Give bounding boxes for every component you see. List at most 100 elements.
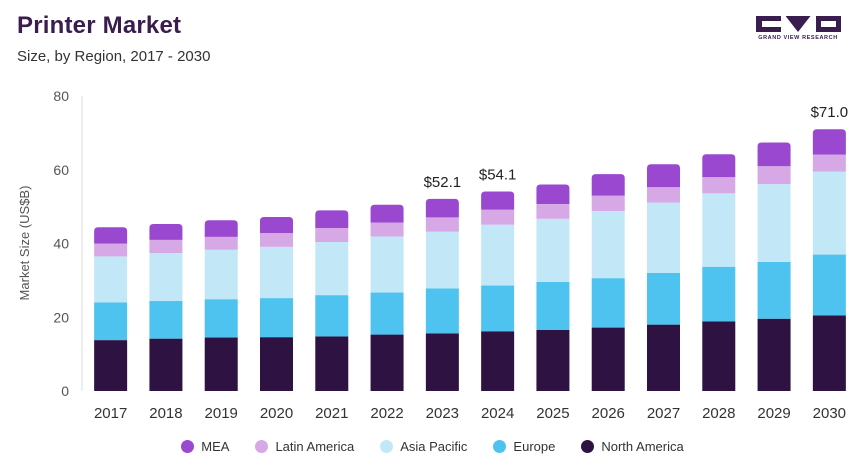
bar-segment-north-america [149, 338, 183, 391]
legend-item-mea: MEA [181, 439, 229, 454]
legend-swatch [380, 440, 394, 453]
bar-stack-2026 [591, 174, 625, 391]
bar-segment-north-america [536, 329, 570, 391]
chart-subtitle: Size, by Region, 2017 - 2030 [17, 48, 211, 65]
bar-segment-asia-pacific [370, 236, 404, 293]
bar-segment-latin-america [370, 222, 404, 237]
logo-mark [753, 16, 843, 32]
bar-segment-latin-america [536, 204, 570, 219]
legend-item-europe: Europe [493, 439, 555, 454]
y-tick-label: 60 [53, 162, 69, 178]
bar-segment-asia-pacific [536, 218, 570, 282]
legend-swatch [581, 440, 595, 453]
total-label: $71.0 [811, 104, 849, 121]
bar-segment-asia-pacific [647, 202, 680, 273]
bar-segment-latin-america [812, 154, 846, 172]
bar-segment-europe [647, 273, 680, 325]
bar-segment-europe [536, 281, 570, 330]
bar-segment-asia-pacific [94, 256, 128, 303]
bar-segment-europe [149, 301, 183, 339]
bar-segment-europe [591, 278, 625, 328]
bar-segment-asia-pacific [149, 253, 183, 302]
bar-segment-europe [315, 295, 349, 337]
bar-segment-north-america [425, 333, 459, 391]
bar-stack-2018 [149, 223, 183, 391]
bar-segment-latin-america [204, 236, 238, 250]
bar-segment-mea [425, 198, 459, 218]
bar-stack-2020 [260, 216, 293, 391]
bar-stack-2024 [481, 191, 515, 391]
y-tick-label: 0 [61, 383, 69, 399]
bar-segment-asia-pacific [812, 171, 846, 255]
bar-segment-north-america [702, 321, 736, 391]
bar-segment-asia-pacific [702, 193, 736, 267]
bar-segment-north-america [94, 340, 128, 391]
bar-segment-north-america [315, 336, 349, 391]
y-tick-label: 80 [53, 88, 69, 104]
bar-segment-north-america [812, 315, 846, 391]
bar-segment-latin-america [757, 166, 791, 185]
bar-stack-2027 [647, 164, 680, 391]
bar-segment-latin-america [260, 233, 293, 247]
x-tick-label: 2023 [426, 405, 459, 422]
bar-segment-latin-america [94, 243, 128, 257]
legend-label: Europe [513, 439, 556, 454]
bar-segment-north-america [647, 324, 680, 391]
bar-segment-north-america [260, 337, 293, 391]
bar-segment-north-america [370, 334, 404, 391]
bar-segment-mea [647, 164, 680, 188]
logo-text: GRAND VIEW RESEARCH [758, 35, 838, 41]
bar-segment-mea [370, 204, 404, 223]
bar-segment-asia-pacific [204, 249, 238, 300]
x-tick-label: 2017 [94, 405, 127, 422]
bar-segment-asia-pacific [425, 231, 459, 289]
bar-segment-mea [149, 223, 183, 240]
bar-stacks [94, 129, 846, 391]
y-axis-label: Market Size (US$B) [17, 186, 32, 301]
bar-segment-europe [94, 302, 128, 341]
bar-segment-latin-america [702, 177, 736, 194]
bar-segment-europe [702, 266, 736, 322]
bar-stack-2030 [812, 129, 846, 391]
legend-swatch [181, 440, 195, 453]
bar-segment-asia-pacific [260, 246, 293, 299]
bar-segment-latin-america [425, 217, 459, 232]
x-tick-label: 2027 [647, 405, 680, 422]
bar-stack-2017 [94, 227, 128, 391]
legend-label: Latin America [275, 439, 355, 454]
bar-segment-mea [481, 191, 515, 210]
bar-segment-mea [702, 154, 736, 178]
x-tick-label: 2026 [592, 405, 625, 422]
bar-segment-mea [315, 210, 349, 229]
bar-segment-asia-pacific [315, 242, 349, 296]
x-tick-label: 2024 [481, 405, 514, 422]
legend-item-asia-pacific: Asia Pacific [380, 439, 467, 454]
x-tick-label: 2029 [757, 405, 790, 422]
bar-segment-europe [204, 299, 238, 338]
bar-segment-mea [812, 129, 846, 155]
bar-segment-europe [425, 288, 459, 334]
bar-segment-latin-america [481, 209, 515, 225]
legend-swatch [255, 440, 269, 453]
bar-segment-north-america [204, 337, 238, 391]
bar-segment-mea [536, 184, 570, 205]
bar-segment-north-america [481, 331, 515, 391]
bar-stack-2021 [315, 210, 349, 391]
bar-stack-2025 [536, 184, 570, 391]
x-tick-label: 2028 [702, 405, 735, 422]
bar-segment-north-america [591, 327, 625, 391]
y-axis: 0 20 40 60 80 [53, 88, 83, 399]
bar-segment-asia-pacific [757, 184, 791, 262]
x-tick-label: 2018 [149, 405, 182, 422]
bar-segment-mea [94, 227, 128, 244]
legend-label: North America [601, 439, 684, 454]
chart-title: Printer Market [17, 12, 182, 39]
bar-stack-2023 [425, 198, 459, 391]
x-tick-label: 2021 [315, 405, 348, 422]
bar-segment-europe [812, 254, 846, 316]
bar-stack-2028 [702, 154, 736, 391]
bar-segment-latin-america [591, 195, 625, 212]
chart-legend: MEA Latin America Asia Pacific Europe North … [0, 439, 865, 454]
legend-label: Asia Pacific [400, 439, 468, 454]
